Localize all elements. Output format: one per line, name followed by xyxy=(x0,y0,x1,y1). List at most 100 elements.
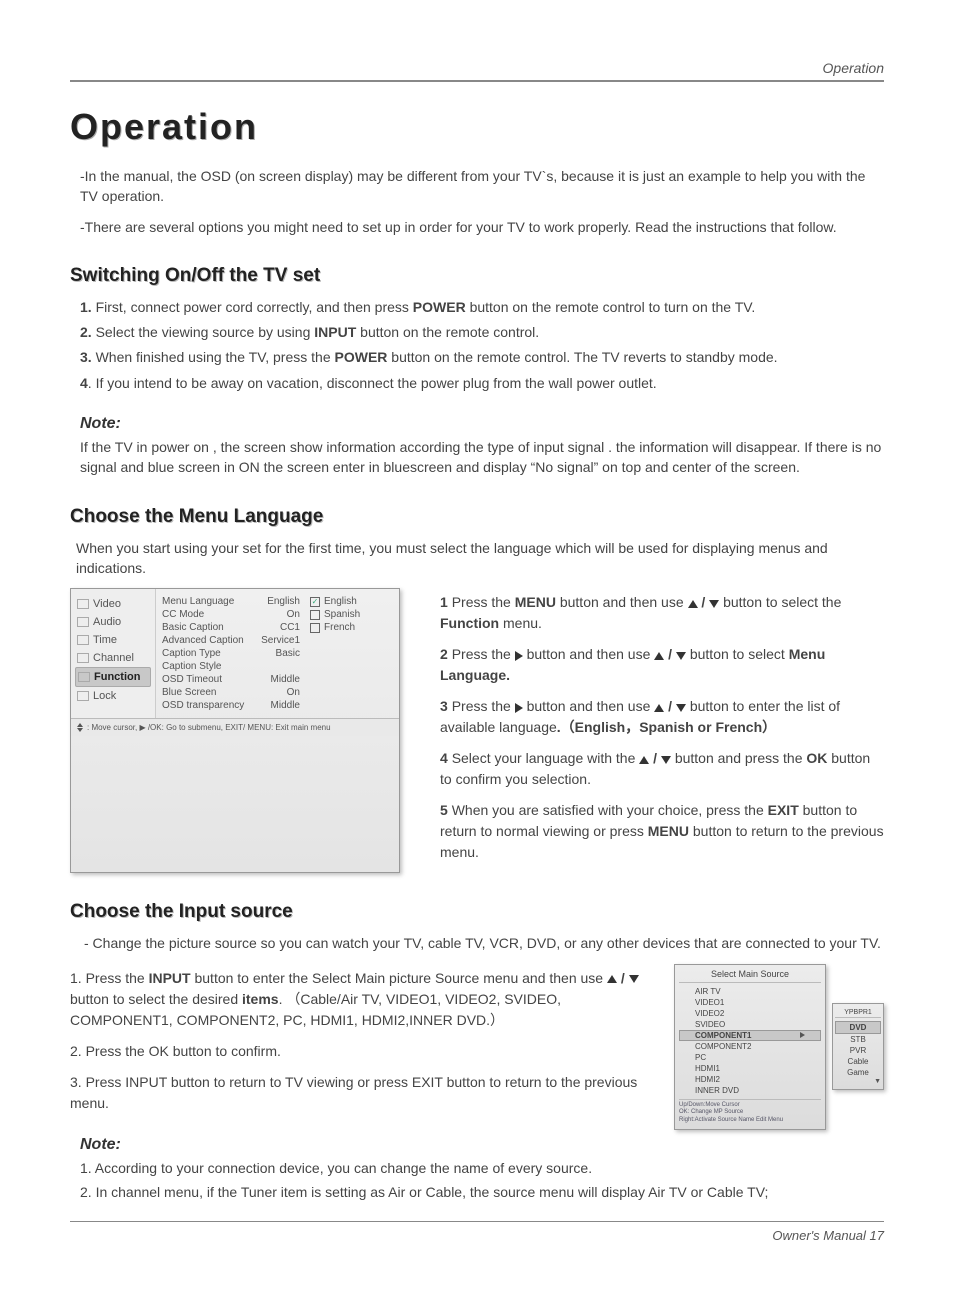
input-step-1: 1. Press the INPUT button to enter the S… xyxy=(70,968,654,1031)
osd-row[interactable]: Caption Style xyxy=(160,660,302,673)
source-item[interactable]: VIDEO2 xyxy=(679,1008,821,1019)
t: Spanish xyxy=(324,609,360,620)
input-intro: - Change the picture source so you can w… xyxy=(84,933,884,953)
t: button and press the xyxy=(671,750,806,766)
source-item-selected[interactable]: COMPONENT1 xyxy=(679,1030,821,1041)
t: : Move cursor, ▶ /OK: Go to submenu, EXI… xyxy=(87,723,331,732)
t: button on the remote control. xyxy=(356,324,539,340)
osd-settings-list: Menu LanguageEnglish CC ModeOn Basic Cap… xyxy=(156,589,306,718)
osd-row[interactable]: Caption Type Basic xyxy=(160,647,302,660)
triangle-up-icon xyxy=(77,723,83,727)
intro-p2: -There are several options you might nee… xyxy=(80,217,884,237)
t: INPUT xyxy=(149,970,191,986)
t: French xyxy=(324,622,355,633)
t: button to select the desired xyxy=(70,991,242,1007)
input-heading: Choose the Input source xyxy=(70,901,884,923)
intro-block: -In the manual, the OSD (on screen displ… xyxy=(70,166,884,237)
osd-tab-video[interactable]: Video xyxy=(75,595,151,613)
osd-row[interactable]: OSD transparencyMiddle xyxy=(160,699,302,712)
osd-tab-time[interactable]: Time xyxy=(75,631,151,649)
osd-row[interactable]: Menu LanguageEnglish xyxy=(160,595,302,608)
v: Middle xyxy=(271,674,300,685)
osd-menu: Video Audio Time Channel Function Lock M… xyxy=(70,588,400,873)
source-item[interactable]: HDMI1 xyxy=(679,1063,821,1074)
lang-step-5: 5 When you are satisfied with your choic… xyxy=(440,800,884,863)
t: .（English，Spanish or French） xyxy=(557,719,776,735)
triangle-up-icon xyxy=(654,652,664,660)
t: button on the remote control. The TV rev… xyxy=(387,349,777,365)
triangle-up-icon xyxy=(639,756,649,764)
t: button to enter the Select Main picture … xyxy=(191,970,607,986)
lang-intro: When you start using your set for the fi… xyxy=(76,538,884,579)
osd-opt-english[interactable]: ✓English xyxy=(310,595,395,608)
lang-step-3: 3 Press the button and then use / button… xyxy=(440,696,884,738)
t: If you intend to be away on vacation, di… xyxy=(96,375,657,391)
lang-step-1: 1 Press the MENU button and then use / b… xyxy=(440,592,884,634)
t: Audio xyxy=(93,616,121,628)
osd-row[interactable]: CC ModeOn xyxy=(160,608,302,621)
t: menu. xyxy=(499,615,542,631)
source-item[interactable]: PC xyxy=(679,1052,821,1063)
triangle-up-icon xyxy=(607,975,617,983)
lang-step-2: 2 Press the button and then use / button… xyxy=(440,644,884,686)
osd-opt-spanish[interactable]: Spanish xyxy=(310,608,395,621)
switch-step-3: 3. When finished using the TV, press the… xyxy=(80,347,884,367)
osd-row[interactable]: Basic CaptionCC1 xyxy=(160,621,302,634)
source-item[interactable]: INNER DVD xyxy=(679,1085,821,1096)
source-sub-item[interactable]: DVD xyxy=(835,1021,881,1034)
switch-step-4: 4. If you intend to be away on vacation,… xyxy=(80,373,884,393)
source-item[interactable]: HDMI2 xyxy=(679,1074,821,1085)
lock-icon xyxy=(77,691,89,701)
checkbox-icon xyxy=(310,623,320,633)
osd-tab-lock[interactable]: Lock xyxy=(75,687,151,705)
k: CC Mode xyxy=(162,609,204,620)
k: OSD transparency xyxy=(162,700,244,711)
source-item[interactable]: AIR TV xyxy=(679,986,821,997)
t: Press the xyxy=(452,594,515,610)
osd-row[interactable]: Advanced CaptionService1 xyxy=(160,634,302,647)
t: When you are satisfied with your choice,… xyxy=(452,802,768,818)
lang-steps: 1 Press the MENU button and then use / b… xyxy=(440,588,884,873)
osd-left-tabs: Video Audio Time Channel Function Lock xyxy=(71,589,156,718)
source-item[interactable]: COMPONENT2 xyxy=(679,1041,821,1052)
t: Lock xyxy=(93,690,116,702)
t: button and then use xyxy=(523,698,655,714)
osd-tab-audio[interactable]: Audio xyxy=(75,613,151,631)
osd-opt-french[interactable]: French xyxy=(310,621,395,634)
source-item[interactable]: SVIDEO xyxy=(679,1019,821,1030)
video-icon xyxy=(77,599,89,609)
switch-step-1: 1. First, connect power cord correctly, … xyxy=(80,297,884,317)
source-sub-item[interactable]: Cable xyxy=(835,1056,881,1067)
source-main-panel: Select Main Source AIR TV VIDEO1 VIDEO2 … xyxy=(674,964,826,1130)
note1-title: Note: xyxy=(80,415,884,433)
t: 1. Press the xyxy=(70,970,149,986)
t: items xyxy=(242,991,279,1007)
source-menu: Select Main Source AIR TV VIDEO1 VIDEO2 … xyxy=(674,964,884,1130)
t: button to select xyxy=(686,646,789,662)
header-section-label: Operation xyxy=(70,60,884,76)
lang-heading: Choose the Menu Language xyxy=(70,506,884,528)
k: Caption Type xyxy=(162,648,221,659)
source-sub-item[interactable]: Game xyxy=(835,1067,881,1078)
triangle-down-icon xyxy=(676,704,686,712)
triangle-up-icon xyxy=(654,704,664,712)
osd-row[interactable]: OSD TimeoutMiddle xyxy=(160,673,302,686)
switch-steps: 1. First, connect power cord correctly, … xyxy=(80,297,884,393)
osd-tab-channel[interactable]: Channel xyxy=(75,649,151,667)
k: Basic Caption xyxy=(162,622,224,633)
t: POWER xyxy=(413,299,466,315)
source-sub-item[interactable]: STB xyxy=(835,1034,881,1045)
footer-rule xyxy=(70,1221,884,1222)
source-item[interactable]: VIDEO1 xyxy=(679,997,821,1008)
triangle-up-icon xyxy=(688,600,698,608)
t: button on the remote control to turn on … xyxy=(466,299,756,315)
t: EXIT xyxy=(768,802,799,818)
source-sub-panel: YPBPR1 DVD STB PVR Cable Game ▼ xyxy=(832,1003,884,1090)
chevron-down-icon: ▼ xyxy=(835,1078,881,1085)
t: Video xyxy=(93,598,121,610)
source-sub-item[interactable]: PVR xyxy=(835,1045,881,1056)
osd-row[interactable]: Blue ScreenOn xyxy=(160,686,302,699)
v: Basic xyxy=(276,648,300,659)
osd-tab-function[interactable]: Function xyxy=(75,667,151,687)
input-steps: 1. Press the INPUT button to enter the S… xyxy=(70,964,654,1124)
